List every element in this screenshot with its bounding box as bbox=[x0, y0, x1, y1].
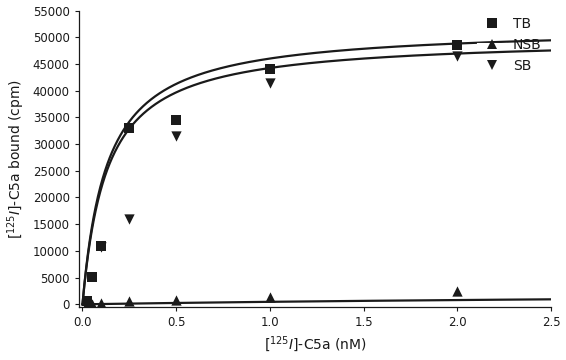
Legend: TB, NSB, SB: TB, NSB, SB bbox=[475, 14, 544, 76]
Point bbox=[125, 216, 134, 222]
Point bbox=[97, 300, 106, 306]
Point bbox=[453, 42, 462, 48]
Point bbox=[87, 274, 96, 279]
Point bbox=[265, 67, 275, 72]
Point bbox=[125, 298, 134, 304]
Point bbox=[265, 80, 275, 86]
Point bbox=[97, 244, 106, 250]
Point bbox=[83, 298, 92, 304]
Point bbox=[171, 297, 181, 303]
Point bbox=[171, 133, 181, 139]
Point bbox=[265, 294, 275, 300]
Point bbox=[453, 53, 462, 59]
Point bbox=[83, 301, 92, 307]
Point bbox=[453, 289, 462, 294]
Point bbox=[97, 243, 106, 248]
Y-axis label: $[^{125}I]$-C5a bound (cpm): $[^{125}I]$-C5a bound (cpm) bbox=[6, 79, 27, 239]
Point bbox=[171, 117, 181, 123]
X-axis label: $[^{125}I]$-C5a (nM): $[^{125}I]$-C5a (nM) bbox=[264, 334, 366, 355]
Point bbox=[125, 125, 134, 131]
Point bbox=[87, 301, 96, 306]
